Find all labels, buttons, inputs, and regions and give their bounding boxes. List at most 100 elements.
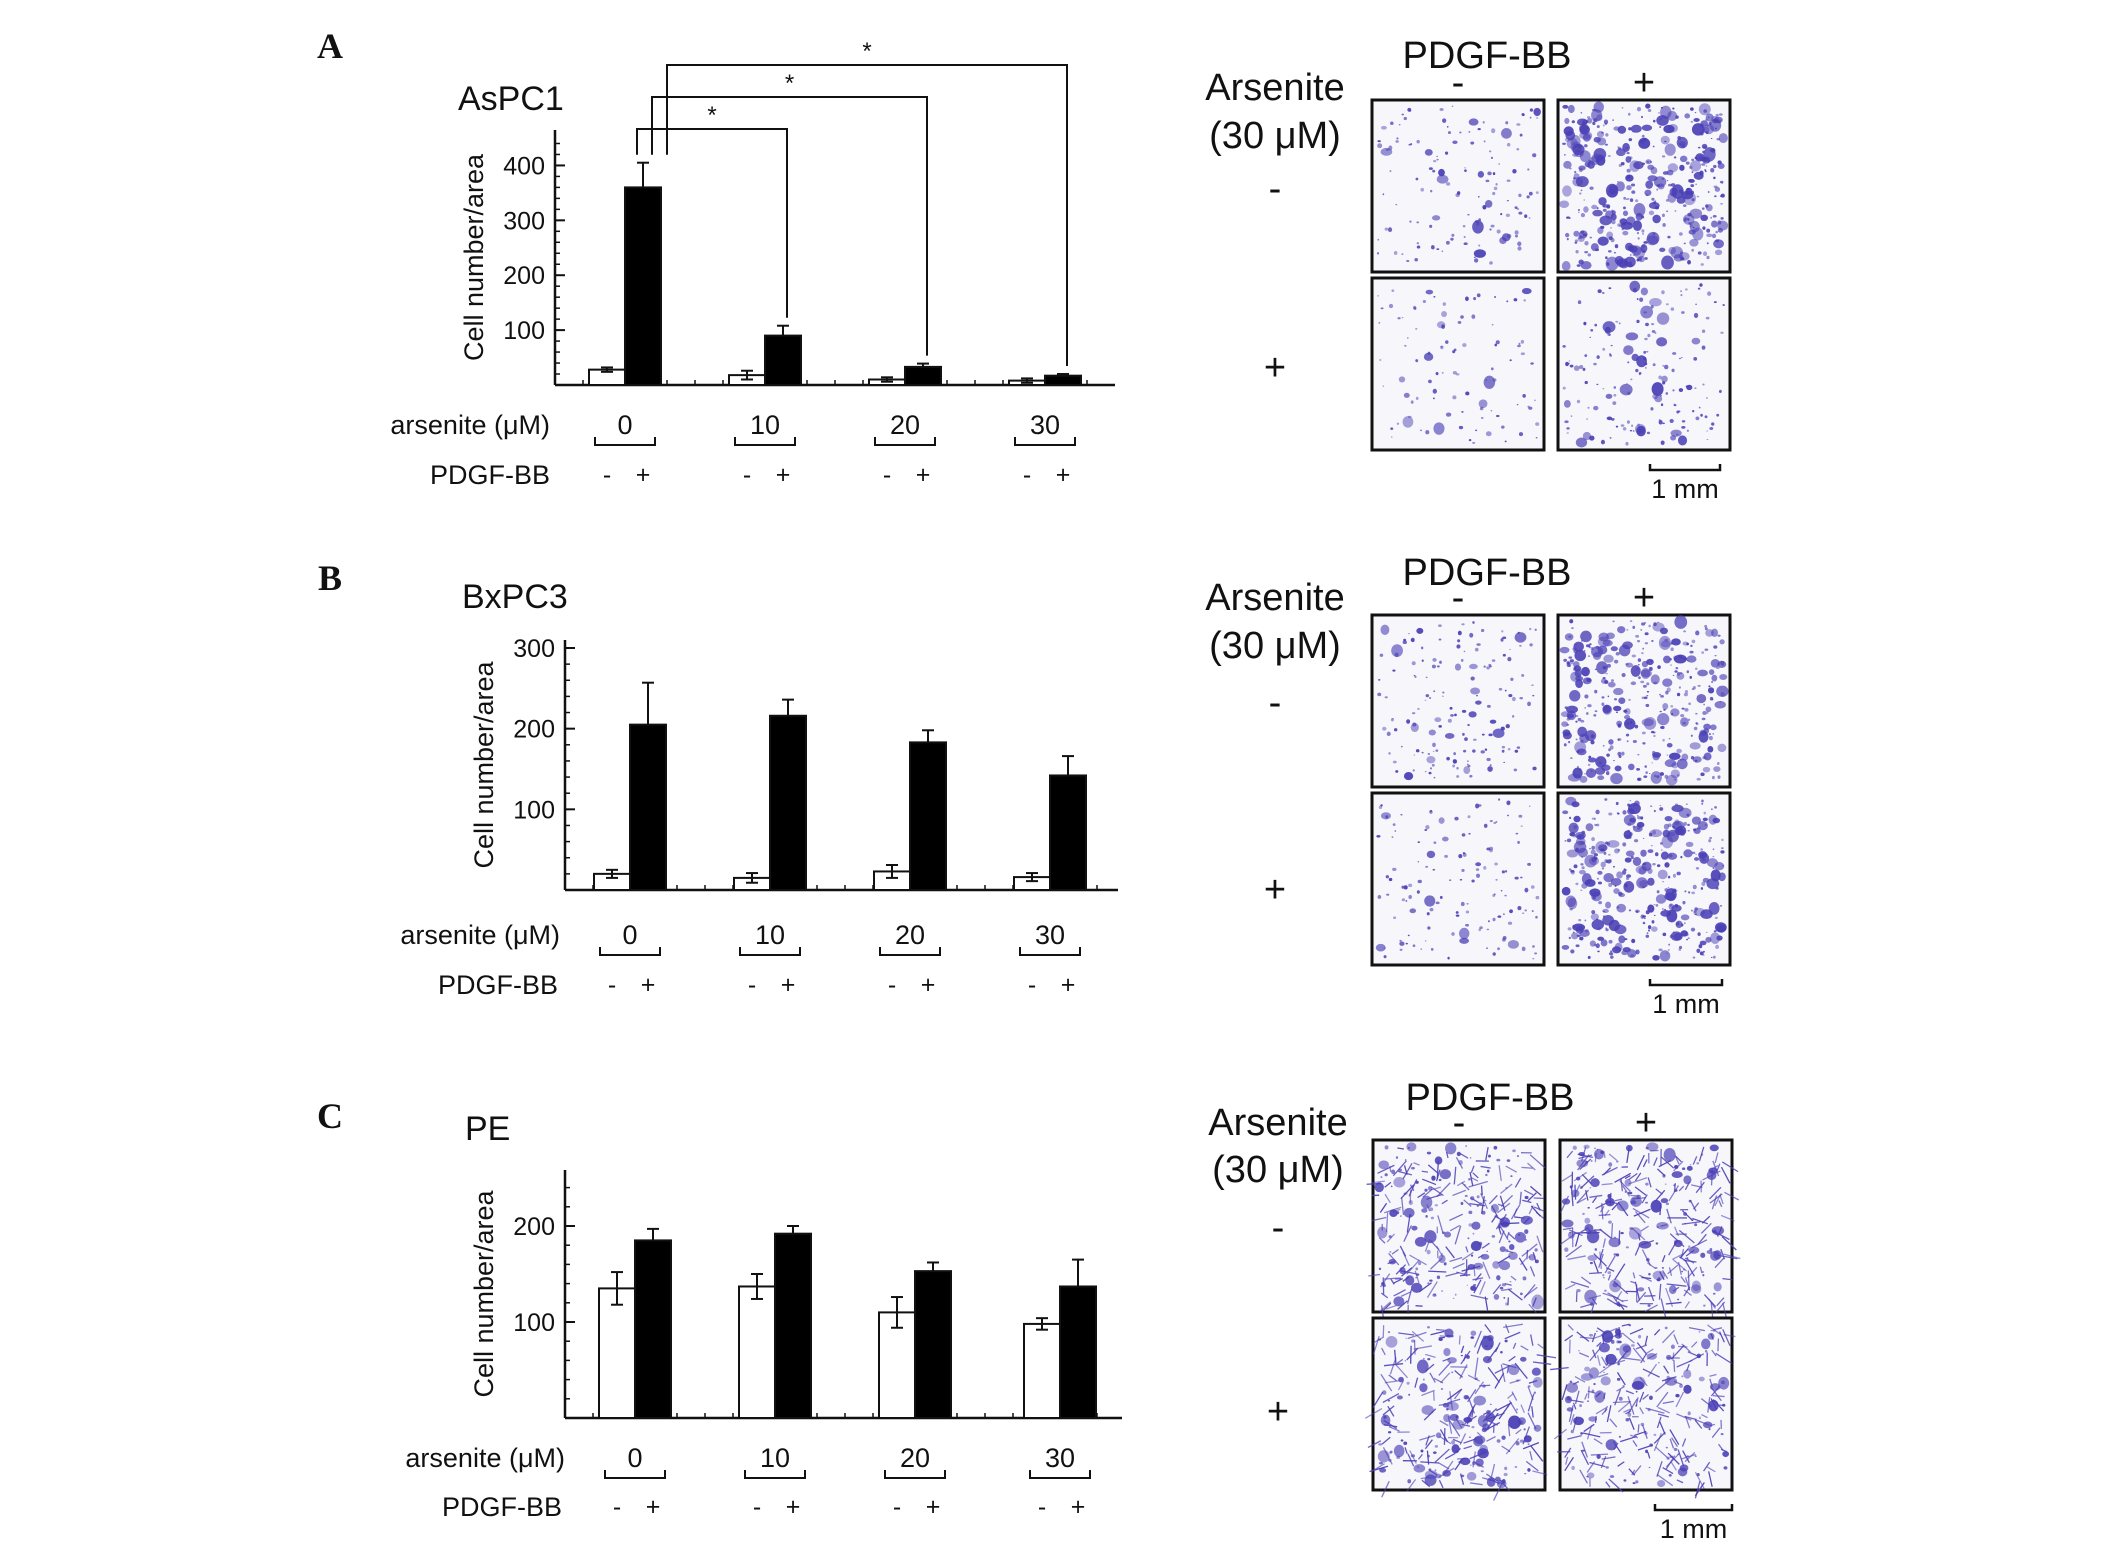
stained-cell (1714, 1193, 1722, 1207)
micrograph (1558, 1138, 1741, 1321)
stained-cell (1392, 1277, 1404, 1284)
stained-cell (1447, 1357, 1457, 1364)
stained-cell (1636, 355, 1647, 368)
stained-cell (1647, 877, 1655, 886)
stained-cell (1605, 133, 1609, 137)
stained-cell (1408, 883, 1413, 887)
stained-cell (1424, 1239, 1431, 1252)
stained-cell (1653, 1329, 1661, 1336)
stained-cell (1527, 1192, 1537, 1202)
stained-cell (1575, 679, 1584, 689)
stained-cell (1609, 1418, 1618, 1428)
stained-cell (1442, 118, 1447, 123)
stained-cell (1452, 395, 1457, 400)
stained-cell (1607, 1274, 1612, 1281)
stained-cell (1632, 1272, 1636, 1279)
stained-cell (1673, 156, 1677, 159)
stained-cell (1702, 1273, 1705, 1277)
stained-cell (1658, 1362, 1660, 1364)
stained-cell (1478, 399, 1488, 408)
stained-cell (1610, 950, 1613, 953)
stained-cell (1661, 1255, 1666, 1263)
stained-cell (1707, 745, 1714, 753)
stained-cell (1680, 717, 1689, 727)
stained-cell (1570, 870, 1575, 873)
stained-cell (1632, 740, 1637, 744)
stained-cell (1720, 1166, 1731, 1184)
stained-cell (1462, 1353, 1467, 1362)
stained-cell (1653, 903, 1656, 906)
stained-cell (1390, 436, 1393, 438)
stained-cell (1640, 629, 1643, 631)
stained-cell (1530, 1445, 1544, 1462)
stained-cell (1645, 771, 1648, 775)
stained-cell (1601, 1356, 1608, 1367)
stained-cell (1522, 1426, 1530, 1445)
stained-cell (1650, 323, 1655, 326)
stained-cell (1664, 892, 1676, 901)
stained-cell (1435, 749, 1439, 752)
stained-cell (1377, 238, 1380, 241)
stained-cell (1566, 717, 1570, 721)
stained-cell (1587, 655, 1591, 658)
stained-cell (1459, 131, 1462, 134)
stained-cell (1477, 171, 1485, 178)
stained-cell (1457, 321, 1462, 324)
stained-cell (1620, 161, 1625, 166)
stained-cell (1646, 1353, 1658, 1360)
stained-cell (1389, 169, 1392, 173)
stained-cell (1447, 956, 1450, 960)
stained-cell (1596, 877, 1599, 880)
stained-cell (1488, 733, 1493, 737)
stained-cell (1621, 751, 1625, 756)
x-category-label: 10 (755, 920, 785, 950)
stained-cell (1641, 124, 1653, 131)
stained-cell (1628, 909, 1632, 912)
stained-cell (1628, 802, 1641, 815)
stained-cell (1389, 1165, 1392, 1173)
stained-cell (1564, 1395, 1572, 1404)
stained-cell (1461, 709, 1467, 713)
stained-cell (1708, 1427, 1711, 1431)
stained-cell (1562, 104, 1569, 109)
stained-cell (1578, 165, 1586, 171)
stained-cell (1581, 666, 1590, 677)
stained-cell (1615, 425, 1619, 428)
stained-cell (1504, 1282, 1512, 1286)
stained-cell (1593, 855, 1596, 858)
stained-cell (1438, 1254, 1446, 1264)
stained-cell (1466, 1284, 1469, 1286)
stained-cell (1661, 908, 1664, 910)
stained-cell (1505, 1302, 1508, 1306)
micrograph (1550, 1316, 1736, 1499)
stained-cell (1606, 753, 1610, 757)
stained-cell (1670, 246, 1684, 259)
stained-cell (1495, 878, 1498, 881)
stained-cell (1637, 237, 1640, 240)
stained-cell (1474, 220, 1479, 223)
stained-cell (1629, 280, 1641, 293)
stained-cell (1696, 195, 1700, 198)
stained-cell (1604, 798, 1608, 801)
stained-cell (1608, 353, 1612, 356)
stained-cell (1720, 847, 1724, 850)
stained-cell (1576, 1176, 1581, 1181)
stained-cell (1454, 816, 1459, 821)
stained-cell (1474, 1381, 1484, 1395)
stained-cell (1451, 105, 1454, 107)
stained-cell (1597, 636, 1611, 648)
stained-cell (1708, 669, 1715, 676)
stained-cell (1666, 754, 1669, 756)
stained-cell (1500, 212, 1503, 216)
stained-cell (1665, 863, 1668, 866)
stained-cell (1496, 1439, 1501, 1443)
stained-cell (1613, 1253, 1617, 1256)
stained-cell (1706, 858, 1719, 868)
stained-cell (1438, 168, 1445, 177)
stained-cell (1680, 356, 1683, 359)
stained-cell (1492, 1284, 1502, 1295)
stained-cell (1443, 1262, 1447, 1266)
stained-cell (1676, 433, 1679, 436)
stained-cell (1584, 240, 1589, 246)
stained-cell (1535, 422, 1540, 426)
